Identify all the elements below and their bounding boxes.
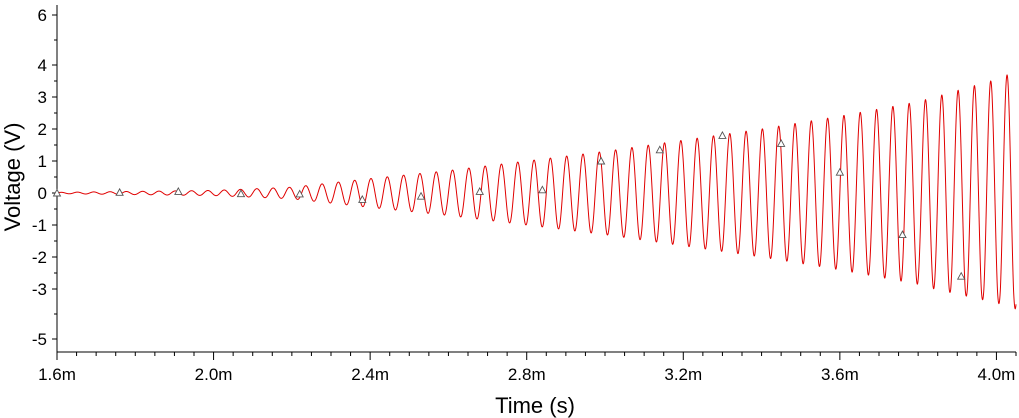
y-axis-title: Voltage (V)	[0, 123, 25, 232]
data-marker	[898, 230, 907, 239]
y-tick-label: -1	[32, 216, 47, 235]
data-marker	[655, 145, 665, 154]
y-tick-label: -2	[32, 248, 47, 267]
x-tick-label: 2.8m	[508, 365, 546, 384]
data-marker	[52, 188, 62, 197]
data-marker	[236, 189, 246, 198]
data-marker	[416, 191, 426, 200]
y-tick-label: 1	[38, 152, 47, 171]
x-tick-label: 1.6m	[38, 365, 76, 384]
data-marker	[835, 167, 845, 176]
data-marker	[174, 186, 183, 195]
data-marker	[776, 138, 786, 147]
data-marker	[358, 194, 367, 203]
x-tick-label: 3.6m	[821, 365, 859, 384]
axes	[52, 5, 1017, 360]
y-tick-label: -3	[32, 280, 47, 299]
y-tick-label: 3	[38, 88, 47, 107]
y-tick-label: 4	[38, 56, 47, 75]
data-marker	[115, 187, 124, 196]
y-tick-label: 0	[38, 184, 47, 203]
data-marker	[718, 130, 727, 139]
data-marker	[295, 189, 304, 198]
y-tick-label: -5	[32, 330, 47, 349]
data-marker	[956, 271, 966, 280]
x-axis-title: Time (s)	[495, 393, 575, 418]
series-group	[56, 74, 1017, 310]
data-marker	[538, 185, 547, 194]
data-marker	[596, 156, 606, 165]
voltage-trace	[56, 74, 1017, 310]
tick-labels: 1.6m 2.0m 2.4m 2.8m 3.2m 3.6m 4.0m 6 4 3 2 1 0 -1 -2 -3…	[32, 6, 1015, 384]
y-tick-label: 6	[38, 6, 47, 25]
x-tick-label: 3.2m	[664, 365, 702, 384]
x-tick-label: 4.0m	[978, 365, 1016, 384]
x-tick-label: 2.0m	[195, 365, 233, 384]
marker-group	[52, 130, 966, 280]
data-marker	[475, 186, 484, 195]
y-tick-label: 2	[38, 120, 47, 139]
x-tick-label: 2.4m	[351, 365, 389, 384]
